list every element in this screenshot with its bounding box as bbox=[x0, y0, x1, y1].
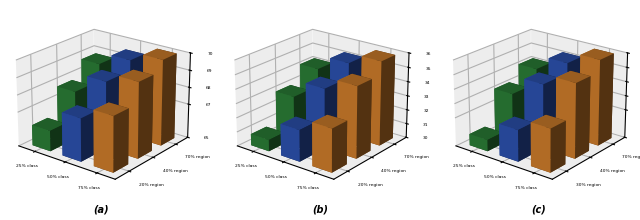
Text: (a): (a) bbox=[93, 205, 109, 215]
Text: (b): (b) bbox=[312, 205, 328, 215]
Text: (c): (c) bbox=[531, 205, 546, 215]
